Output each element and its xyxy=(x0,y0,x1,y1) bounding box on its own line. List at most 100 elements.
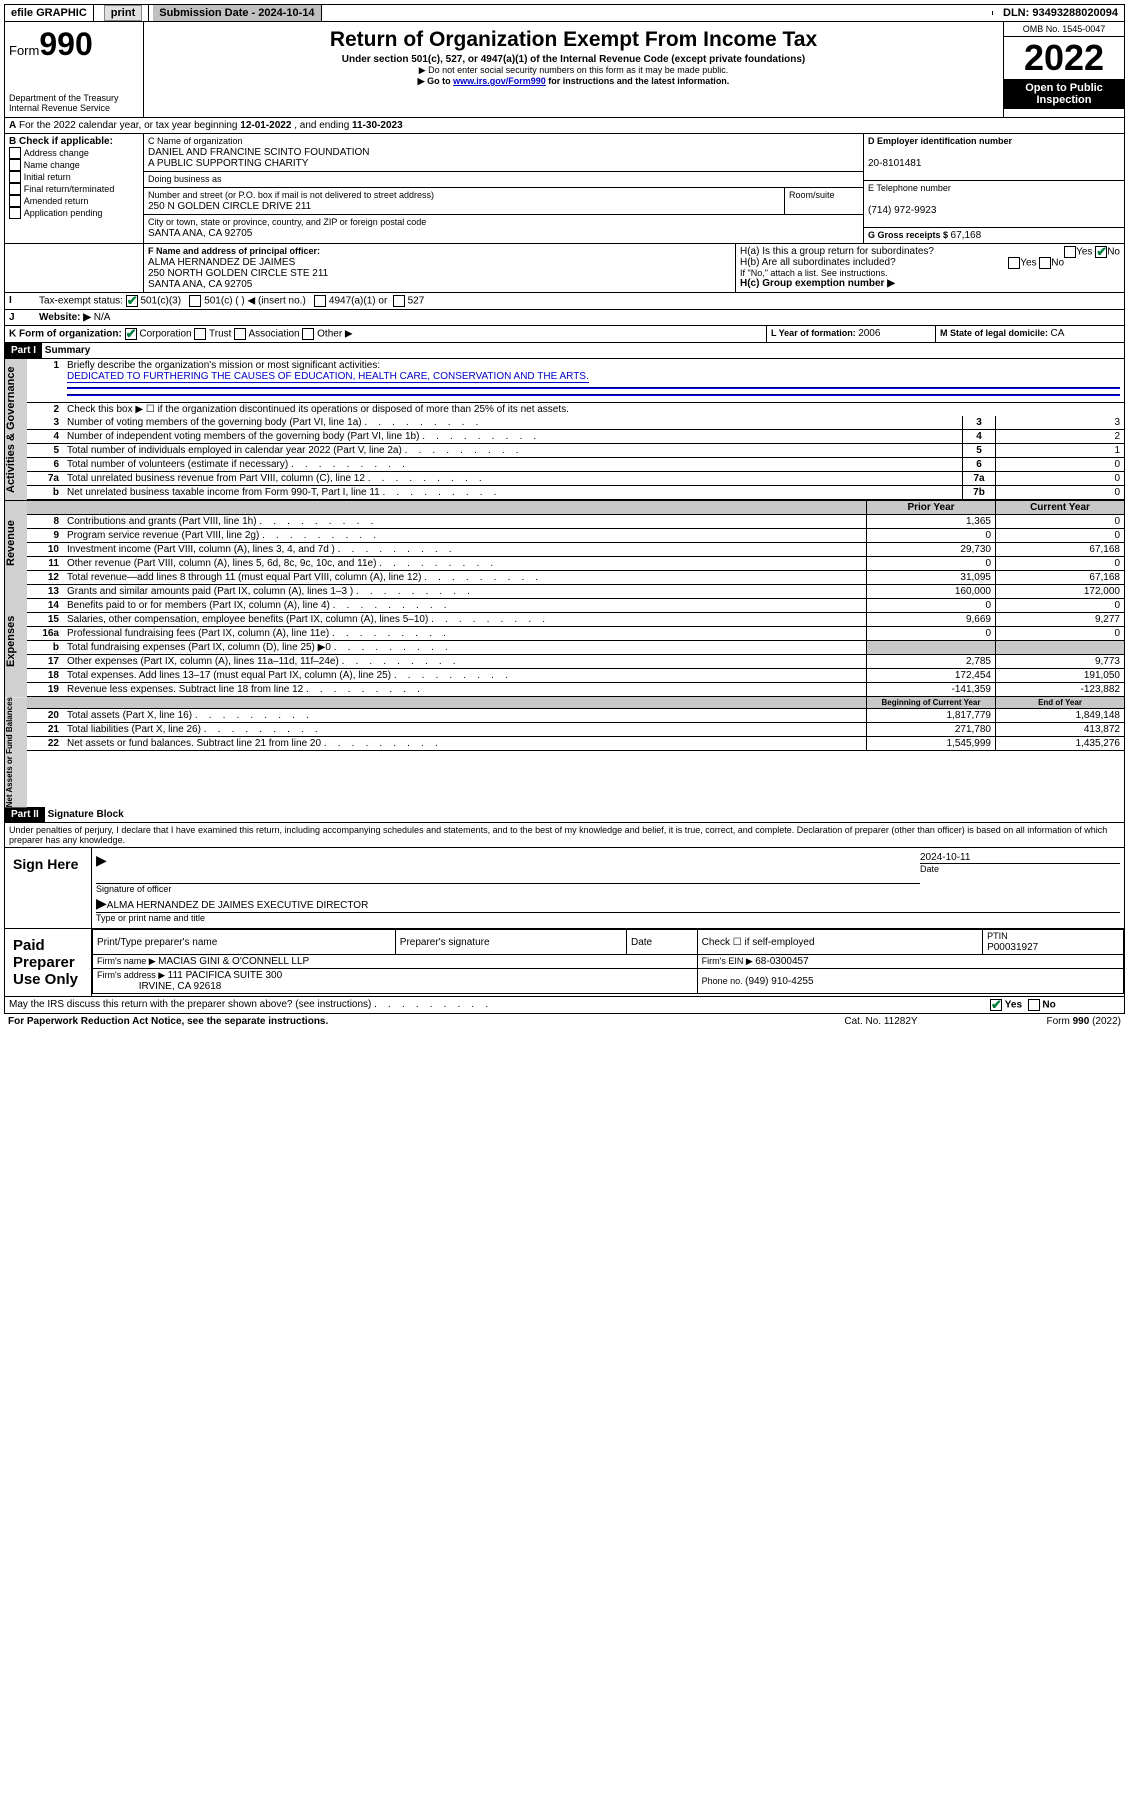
b-checkbox[interactable] xyxy=(9,171,21,183)
discuss-no-checkbox[interactable] xyxy=(1028,999,1040,1011)
hb-yes-checkbox[interactable] xyxy=(1008,257,1020,269)
b-label: B Check if applicable: xyxy=(9,136,113,147)
form-number: 990 xyxy=(39,26,92,62)
col-begin: Beginning of Current Year xyxy=(866,697,995,708)
form-ref: Form 990 (2022) xyxy=(981,1016,1121,1027)
officer-print-name: ALMA HERNANDEZ DE JAIMES EXECUTIVE DIREC… xyxy=(107,900,369,911)
goto-pre: ▶ Go to xyxy=(418,76,453,86)
col-sig: Preparer's signature xyxy=(395,930,626,955)
l2-label: Check this box ▶ ☐ if the organization d… xyxy=(63,403,1124,416)
g-label: G Gross receipts $ xyxy=(868,230,951,240)
discuss-q: May the IRS discuss this return with the… xyxy=(9,999,371,1010)
addr-label: Number and street (or P.O. box if mail i… xyxy=(148,190,434,200)
street: 250 N GOLDEN CIRCLE DRIVE 211 xyxy=(148,201,311,212)
k-other-checkbox[interactable] xyxy=(302,328,314,340)
ha-no-checkbox[interactable] xyxy=(1095,246,1107,258)
firm-label: Firm's name ▶ xyxy=(97,956,158,966)
f-label: F Name and address of principal officer: xyxy=(148,246,320,256)
ha-yes-checkbox[interactable] xyxy=(1064,246,1076,258)
open-public: Open to Public Inspection xyxy=(1004,79,1124,109)
d-label: D Employer identification number xyxy=(868,136,1012,146)
website: N/A xyxy=(94,312,111,323)
ssn-warning: ▶ Do not enter social security numbers o… xyxy=(148,65,999,76)
k-trust-checkbox[interactable] xyxy=(194,328,206,340)
officer-addr2: SANTA ANA, CA 92705 xyxy=(148,279,252,290)
paid-preparer-label: Paid Preparer Use Only xyxy=(5,929,92,996)
typeprint-label: Type or print name and title xyxy=(96,913,205,923)
yes-lbl2: Yes xyxy=(1020,258,1036,269)
k0: Corporation xyxy=(139,329,191,340)
subtitle: Under section 501(c), 527, or 4947(a)(1)… xyxy=(148,54,999,65)
fy: Yes xyxy=(1005,1000,1022,1011)
section-f: F Name and address of principal officer:… xyxy=(144,244,736,292)
omb: OMB No. 1545-0047 xyxy=(1004,22,1124,37)
k-label: K Form of organization: xyxy=(9,329,122,340)
part2-title: Signature Block xyxy=(48,809,124,820)
col-end: End of Year xyxy=(995,697,1124,708)
i-label: Tax-exempt status: xyxy=(39,296,123,307)
phone-label: Phone no. xyxy=(702,976,746,986)
b-checkbox[interactable] xyxy=(9,159,21,171)
h-note: If "No," attach a list. See instructions… xyxy=(740,268,1120,278)
topbar: efile GRAPHIC print Submission Date - 20… xyxy=(4,4,1125,22)
i-501c-checkbox[interactable] xyxy=(189,295,201,307)
firm-name: MACIAS GINI & O'CONNELL LLP xyxy=(158,956,309,967)
declaration: Under penalties of perjury, I declare th… xyxy=(5,823,1124,847)
b-checkbox[interactable] xyxy=(9,183,21,195)
form-header: Form990 Department of the Treasury Inter… xyxy=(4,22,1125,118)
k1: Trust xyxy=(209,329,231,340)
col-printname: Print/Type preparer's name xyxy=(93,930,396,955)
form-word: Form xyxy=(9,43,39,58)
b-checkbox[interactable] xyxy=(9,207,21,219)
tax-year: 2022 xyxy=(1004,37,1124,79)
i-527-checkbox[interactable] xyxy=(393,295,405,307)
room-label: Room/suite xyxy=(789,190,835,200)
l-label: L Year of formation: xyxy=(771,328,858,338)
subdate: 2024-10-14 xyxy=(258,7,314,19)
cat-no: Cat. No. 11282Y xyxy=(781,1016,981,1027)
side-rev: Revenue xyxy=(5,501,27,585)
c-label: C Name of organization xyxy=(148,136,243,146)
self-emp: Check ☐ if self-employed xyxy=(697,930,982,955)
k-assoc-checkbox[interactable] xyxy=(234,328,246,340)
officer-name: ALMA HERNANDEZ DE JAIMES xyxy=(148,257,295,268)
domicile: CA xyxy=(1051,328,1065,339)
no-lbl2: No xyxy=(1051,258,1064,269)
city-label: City or town, state or province, country… xyxy=(148,217,426,227)
i-opt1: 501(c) ( ) ◀ (insert no.) xyxy=(204,296,306,307)
preparer-table: Print/Type preparer's namePreparer's sig… xyxy=(92,929,1124,994)
b-checkbox[interactable] xyxy=(9,147,21,159)
j-label: Website: ▶ xyxy=(39,312,91,323)
hb-label: H(b) Are all subordinates included? xyxy=(740,257,896,268)
fn: No xyxy=(1042,1000,1055,1011)
hb-no-checkbox[interactable] xyxy=(1039,257,1051,269)
mission: DEDICATED TO FURTHERING THE CAUSES OF ED… xyxy=(67,371,589,383)
city: SANTA ANA, CA 92705 xyxy=(148,228,252,239)
firm-phone: (949) 910-4255 xyxy=(745,976,813,987)
sign-date: 2024-10-11 xyxy=(920,852,970,863)
irs-link[interactable]: www.irs.gov/Form990 xyxy=(453,76,546,86)
l1-label: Briefly describe the organization's miss… xyxy=(67,360,380,371)
i-4947-checkbox[interactable] xyxy=(314,295,326,307)
efile-label: efile GRAPHIC xyxy=(5,5,94,21)
yes-lbl: Yes xyxy=(1076,247,1092,258)
part1-hdr: Part I xyxy=(5,343,42,358)
no-lbl: No xyxy=(1107,247,1120,258)
a-and: , and ending xyxy=(291,120,352,131)
section-b: B Check if applicable: Address change Na… xyxy=(5,134,144,243)
i-501c3-checkbox[interactable] xyxy=(126,295,138,307)
firm-city: IRVINE, CA 92618 xyxy=(139,981,222,992)
i-opt2: 4947(a)(1) or xyxy=(329,296,387,307)
part2-hdr: Part II xyxy=(5,807,45,822)
discuss-yes-checkbox[interactable] xyxy=(990,999,1002,1011)
k-corp-checkbox[interactable] xyxy=(125,328,137,340)
dln-label: DLN: xyxy=(1003,7,1032,19)
print-button[interactable]: print xyxy=(104,5,142,21)
b-checkbox[interactable] xyxy=(9,195,21,207)
ptin-label: PTIN xyxy=(987,931,1008,941)
a-text: For the 2022 calendar year, or tax year … xyxy=(19,120,240,131)
i-opt0: 501(c)(3) xyxy=(140,296,181,307)
dba-label: Doing business as xyxy=(148,174,222,184)
pra-notice: For Paperwork Reduction Act Notice, see … xyxy=(8,1016,781,1027)
section-c: C Name of organizationDANIEL AND FRANCIN… xyxy=(144,134,863,243)
